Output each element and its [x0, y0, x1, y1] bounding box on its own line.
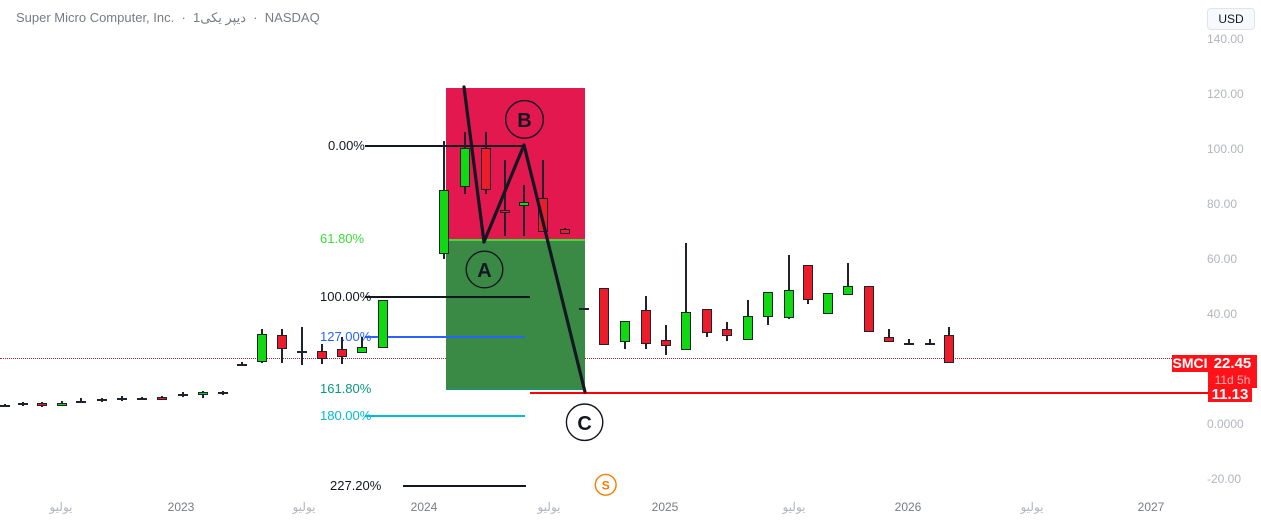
svg-text:A: A — [477, 260, 491, 282]
svg-text:C: C — [577, 413, 591, 435]
svg-text:B: B — [517, 110, 531, 132]
svg-text:S: S — [602, 479, 610, 493]
